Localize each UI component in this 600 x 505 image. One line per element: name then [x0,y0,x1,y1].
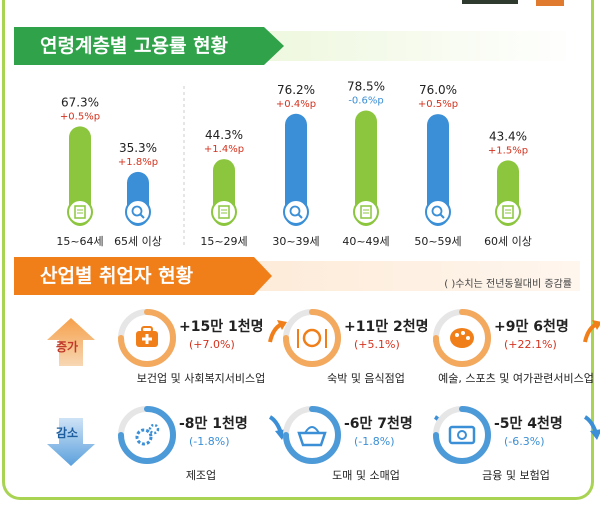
x-tick-label: 65세 이상 [114,235,162,248]
trend-up-arrow-icon [583,320,600,343]
search-icon-lens [431,205,443,217]
bar [355,110,377,226]
bar-value-label: 35.3% [119,141,157,155]
bar-value-label: 76.0% [419,83,457,97]
bar-change-label: +1.4%p [204,144,244,155]
bar-value-label: 78.5% [347,80,385,94]
bar-group: 78.5% -0.6%p 40~49세 [342,80,389,248]
palette-icon [433,309,491,367]
search-icon [425,199,451,225]
document-icon [211,199,237,225]
dining-icon [283,309,341,367]
section2-title: 산업별 취업자 현황 [40,265,194,287]
top-decoration [462,0,564,6]
bar-change-label: +1.8%p [118,157,158,168]
first-aid-kit-icon [118,309,176,367]
bar-group: 44.3% +1.4%p 15~29세 [200,128,247,248]
industry-label: 금융 및 보험업 [482,469,550,482]
decrease-label: 감소 [56,426,79,440]
document-icon-sheet [360,205,372,219]
document-icon-sheet [74,205,86,219]
search-icon-lens [131,205,143,217]
increase-label: 증가 [56,340,79,354]
industry-label: 제조업 [185,469,217,482]
bar-change-label: +0.4%p [276,99,316,110]
section2-banner: 산업별 취업자 현황 [14,257,580,295]
industry-change-rate: (+5.1%) [354,338,400,351]
bar [285,113,307,226]
decrease-arrow-icon [47,418,95,466]
bar-value-label: 76.2% [277,83,315,97]
industry-change-value: +9만 6천명 [494,319,569,335]
industry-item: -6만 7천명 (-1.8%) 도매 및 소매업 [282,405,452,482]
change-rate-note: ( )수치는 전년동월대비 증감률 [444,279,572,290]
search-icon-handle [297,213,303,219]
search-icon-lens [289,205,301,217]
industry-change-value: -6만 7천명 [344,416,413,432]
industry-item: +9만 6천명 (+22.1%) 예술, 스포츠 및 여가관련서비스업 [432,308,600,385]
industry-change-rate: (-1.8%) [189,435,230,448]
industry-change-rate: (+22.1%) [504,338,557,351]
industry-item: -8만 1천명 (-1.8%) 제조업 [117,405,287,482]
industry-item: +15만 1천명 (+7.0%) 보건업 및 사회복지서비스업 [117,308,287,385]
industry-label: 예술, 스포츠 및 여가관련서비스업 [438,372,594,385]
document-icon-sheet [218,205,230,219]
industry-change-value: -5만 4천명 [494,416,563,432]
bar-value-label: 44.3% [205,128,243,142]
shopping-basket-icon [283,406,341,464]
bar-change-label: +0.5%p [60,111,100,122]
x-tick-label: 40~49세 [342,235,389,248]
search-icon [125,199,151,225]
bar-group: 76.0% +0.5%p 50~59세 [414,83,461,248]
bar-group: 35.3% +1.8%p 65세 이상 [114,141,162,248]
document-icon [353,199,379,225]
industry-label: 보건업 및 사회복지서비스업 [136,372,266,385]
industry-item: +11만 2천명 (+5.1%) 숙박 및 음식점업 [282,308,452,385]
x-tick-label: 30~39세 [272,235,319,248]
bar-group: 43.4% +1.5%p 60세 이상 [484,129,532,248]
x-tick-label: 50~59세 [414,235,461,248]
industry-label: 숙박 및 음식점업 [327,372,405,385]
x-tick-label: 15~29세 [200,235,247,248]
x-tick-label: 60세 이상 [484,235,532,248]
section1-title: 연령계층별 고용률 현황 [40,35,229,57]
search-icon [283,199,309,225]
industry-item: -5만 4천명 (-6.3%) 금융 및 보험업 [432,405,600,482]
trend-up-arrow-icon [268,320,287,343]
document-icon-sheet [502,205,514,219]
increase-arrow-icon [47,318,95,366]
section1-banner: 연령계층별 고용률 현황 [14,27,580,65]
bar-change-label: +0.5%p [418,99,458,110]
industry-change-value: +15만 1천명 [179,319,264,335]
gears-icon [118,406,176,464]
industry-change-rate: (+7.0%) [189,338,235,351]
bar-change-label: +1.5%p [488,145,528,156]
employment-rate-chart: 67.3% +0.5%p 15~64세 35.3% +1.8%p 65세 이상 44.3% +… [56,80,532,248]
search-icon-handle [439,213,445,219]
industry-change-value: +11만 2천명 [344,319,429,335]
bar-group: 76.2% +0.4%p 30~39세 [272,83,319,248]
industry-change-rate: (-6.3%) [504,435,545,448]
trend-down-arrow-icon [583,415,600,440]
search-icon-handle [139,213,145,219]
document-icon [67,199,93,225]
industry-change-value: -8만 1천명 [179,416,248,432]
industry-label: 도매 및 소매업 [332,469,400,482]
document-icon [495,199,521,225]
money-icon [433,406,491,464]
bar-change-label: -0.6%p [348,96,383,107]
industry-change-rate: (-1.8%) [354,435,395,448]
bar-group: 67.3% +0.5%p 15~64세 [56,95,103,248]
x-tick-label: 15~64세 [56,235,103,248]
bar-value-label: 43.4% [489,129,527,143]
bar [427,114,449,226]
bar-value-label: 67.3% [61,95,99,109]
